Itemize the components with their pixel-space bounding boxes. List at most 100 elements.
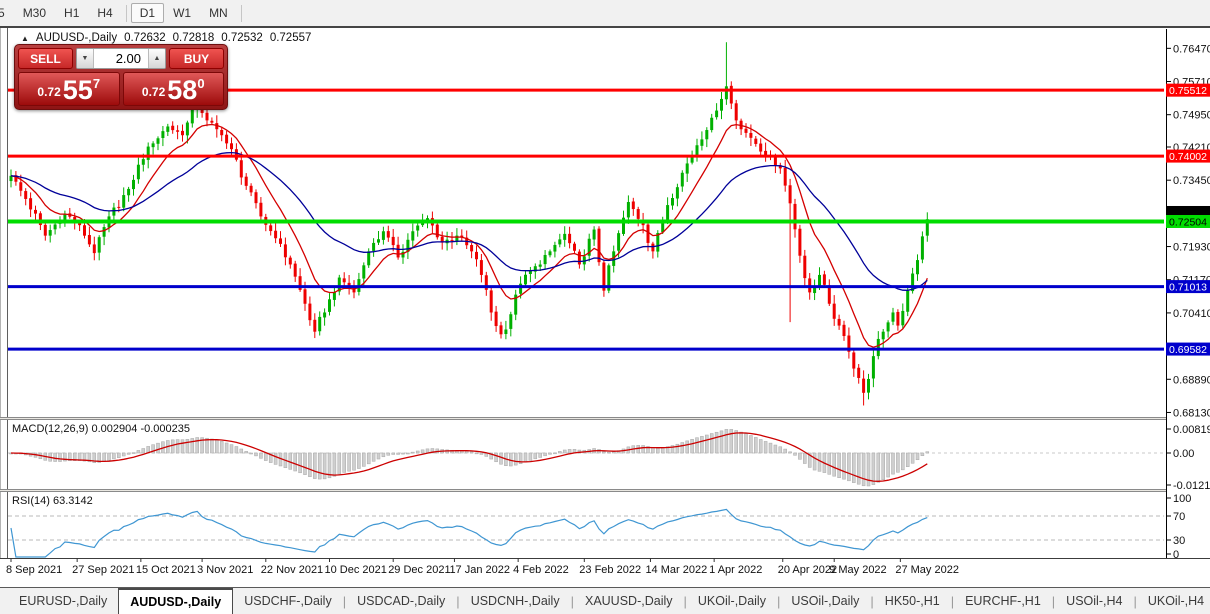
- ohlc-low: 0.72532: [221, 32, 263, 44]
- date-tick-label: 29 Dec 2021: [388, 564, 450, 576]
- macd-signal-line: [10, 432, 928, 482]
- ohlc-open: 0.72632: [124, 32, 166, 44]
- chart-tab-usdcnh[interactable]: USDCNH-,Daily: [470, 594, 560, 608]
- macd-tick-label: 0.008197: [1173, 424, 1210, 436]
- date-tick-label: 15 Oct 2021: [136, 564, 196, 576]
- tab-separator: |: [456, 593, 460, 609]
- date-tick-label: 9 May 2022: [829, 564, 886, 576]
- sell-price-big: 55: [62, 75, 93, 105]
- macd-value-signal: -0.000235: [140, 423, 190, 435]
- price-level-badge-label: 0.74002: [1169, 151, 1207, 163]
- chart-tab-hk50[interactable]: HK50-,H1: [884, 594, 940, 608]
- buy-button[interactable]: BUY: [169, 48, 224, 69]
- macd-tick-label: 0.00: [1173, 448, 1194, 460]
- tab-separator: |: [683, 593, 687, 609]
- tab-separator: |: [570, 593, 574, 609]
- date-tick-label: 27 Sep 2021: [72, 564, 134, 576]
- price-level-badge-label: 0.71013: [1169, 282, 1207, 294]
- collapse-triangle-icon: ▲: [21, 33, 29, 43]
- rsi-tick-label: 70: [1173, 511, 1185, 523]
- buy-price-base: 0.72: [141, 85, 166, 99]
- price-tick-label: 0.73450: [1173, 175, 1210, 187]
- macd-tick-label: -0.012121: [1173, 480, 1210, 492]
- price-tick-label: 0.70410: [1173, 308, 1210, 320]
- timeframe-button-d1[interactable]: D1: [130, 3, 165, 23]
- rsi-title: RSI(14): [12, 495, 50, 507]
- date-tick-label: 1 Apr 2022: [709, 564, 762, 576]
- sell-price-base: 0.72: [37, 85, 61, 99]
- chart-tab-eurchf[interactable]: EURCHF-,H1: [965, 594, 1041, 608]
- volume-increase-button[interactable]: ▲: [148, 49, 165, 68]
- date-axis: 8 Sep 2021 27 Sep 2021 15 Oct 2021 3 Nov 20…: [6, 558, 959, 576]
- ohlc-close: 0.72557: [269, 32, 312, 44]
- tab-separator: |: [1133, 593, 1137, 609]
- buy-price-big: 58: [167, 75, 198, 105]
- sell-button[interactable]: SELL: [18, 48, 73, 69]
- chart-tab-usoil[interactable]: USOil-,H4: [1066, 594, 1123, 608]
- price-level-badge: [1166, 214, 1210, 228]
- price-tick-label: 0.71930: [1173, 242, 1210, 254]
- ohlc-high: 0.72818: [172, 32, 215, 44]
- chart-tab-audusd[interactable]: AUDUSD-,Daily: [118, 588, 234, 614]
- chart-tab-xauusd[interactable]: XAUUSD-,Daily: [584, 594, 673, 608]
- chart-symbol-header: ▲ AUDUSD-,Daily 0.72632 0.72818 0.72532 …: [21, 32, 311, 44]
- timeframe-button-h4[interactable]: H4: [97, 6, 113, 20]
- triangle-up-icon: ▲: [153, 55, 161, 62]
- date-tick-label: 20 Apr 2022: [778, 564, 837, 576]
- price-level-badge: [1166, 149, 1210, 163]
- chart-tab-eurusd[interactable]: EURUSD-,Daily: [19, 594, 108, 608]
- toolbar-separator: [125, 4, 127, 22]
- volume-input[interactable]: 2.00: [115, 51, 141, 66]
- timeframe-toolbar: 5 M30 H1 H4 D1 W1 MN: [0, 0, 1210, 28]
- date-tick-label: 10 Dec 2021: [325, 564, 387, 576]
- chart-tab-ukoil[interactable]: UKOil-,H4: [1147, 594, 1205, 608]
- date-tick-label: 22 Nov 2021: [261, 564, 323, 576]
- chart-tab-usdcad[interactable]: USDCAD-,Daily: [357, 594, 446, 608]
- price-tick-label: 0.76470: [1173, 43, 1210, 55]
- chart-tab-ukoil[interactable]: UKOil-,Daily: [697, 594, 766, 608]
- chart-tab-bar: EURUSD-,Daily AUDUSD-,Daily USDCHF-,Daily |…: [0, 587, 1210, 614]
- chart-tab-usdchf[interactable]: USDCHF-,Daily: [244, 594, 332, 608]
- rsi-tick-label: 0: [1173, 549, 1179, 561]
- macd-title: MACD(12,26,9): [12, 423, 89, 435]
- price-level-badge: [1166, 83, 1210, 97]
- one-click-trading-panel: SELL ▼ 2.00 ▲ BUY 0.72 55 7 0.72 58 0: [14, 44, 228, 110]
- rsi-line: [10, 508, 928, 558]
- timeframe-button-w1[interactable]: W1: [173, 6, 192, 20]
- price-level-badge-label: 0.72504: [1169, 216, 1207, 228]
- tab-separator: |: [776, 593, 781, 609]
- date-tick-label: 8 Sep 2021: [6, 564, 62, 576]
- tab-separator: |: [342, 593, 347, 609]
- rsi-value: 63.3142: [52, 495, 93, 507]
- price-tick-label: 0.68890: [1173, 374, 1210, 386]
- symbol-title: AUDUSD-,Daily: [35, 32, 118, 44]
- tab-separator: |: [1051, 593, 1056, 609]
- tab-separator: |: [870, 593, 874, 609]
- ema-fast-line: [10, 123, 928, 348]
- date-tick-label: 14 Mar 2022: [645, 564, 707, 576]
- chart-tab-usoil[interactable]: USOil-,Daily: [791, 594, 860, 608]
- price-level-badge-label: 0.75512: [1169, 85, 1207, 97]
- timeframe-button-m30[interactable]: M30: [22, 6, 47, 20]
- buy-price-display[interactable]: 0.72 58 0: [122, 72, 224, 106]
- rsi-indicator-label: RSI(14) 63.3142: [12, 495, 93, 507]
- macd-value-main: 0.002904: [91, 423, 138, 435]
- timeframe-button-h1[interactable]: H1: [64, 6, 80, 20]
- volume-spinner: ▼ 2.00 ▲: [76, 48, 166, 69]
- ema-slow-line: [10, 151, 928, 291]
- rsi-tick-label: 100: [1173, 493, 1191, 505]
- macd-indicator-label: MACD(12,26,9) 0.002904 -0.000235: [12, 423, 190, 435]
- sell-price-display[interactable]: 0.72 55 7: [18, 72, 120, 106]
- timeframe-button-mn[interactable]: MN: [209, 6, 228, 20]
- price-level-badge-label: 0.69582: [1169, 344, 1207, 356]
- date-tick-label: 4 Feb 2022: [513, 564, 569, 576]
- volume-decrease-button[interactable]: ▼: [77, 49, 94, 68]
- timeframe-button-5[interactable]: 5: [0, 6, 5, 20]
- date-tick-label: 17 Jan 2022: [449, 564, 510, 576]
- price-tick-label: 0.68130: [1173, 407, 1210, 419]
- date-tick-label: 23 Feb 2022: [579, 564, 641, 576]
- rsi-tick-label: 30: [1173, 535, 1185, 547]
- buy-price-sup: 0: [197, 76, 205, 91]
